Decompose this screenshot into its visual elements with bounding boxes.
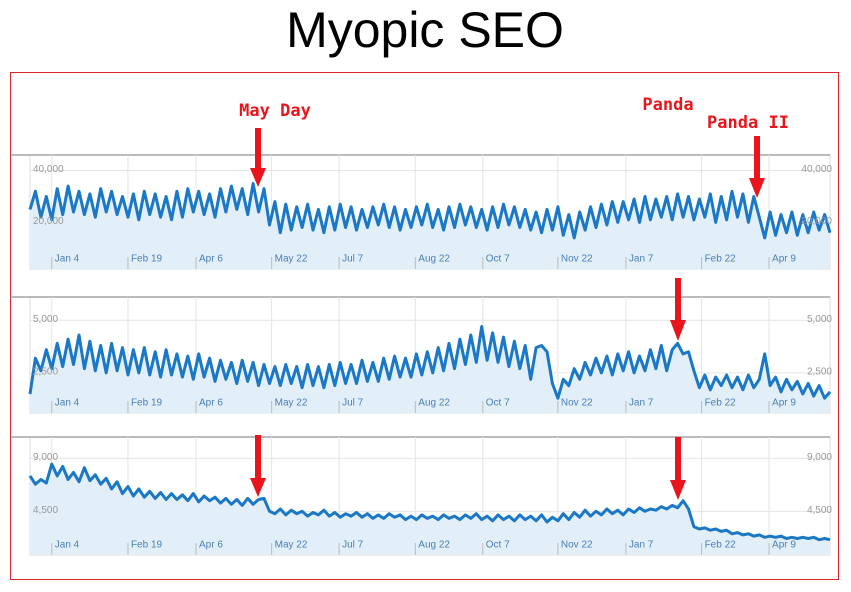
x-tick-label: Feb 22 (705, 254, 737, 265)
x-tick-label: Feb 19 (131, 254, 163, 265)
x-tick-label: May 22 (275, 398, 308, 409)
x-tick-label: Oct 7 (486, 398, 510, 409)
x-tick-label: Jan 7 (629, 540, 654, 551)
line (28, 462, 831, 542)
y-tick-label: 5,000 (33, 314, 58, 325)
x-tick-label: Apr 9 (772, 398, 796, 409)
x-tick-label: Oct 7 (486, 254, 510, 265)
y-tick-label: 20,000 (801, 216, 832, 227)
x-tick-label: May 22 (275, 254, 308, 265)
arrow-head (670, 480, 686, 500)
frame (10, 72, 839, 580)
arrows (250, 128, 765, 500)
arrow (754, 136, 760, 180)
x-tick-label: Apr 6 (199, 398, 223, 409)
area (30, 464, 830, 555)
x-tick-label: Jan 7 (629, 254, 654, 265)
x-tick-label: Feb 19 (131, 398, 163, 409)
x-tick-label: Feb 22 (705, 540, 737, 551)
y-tick-label: 2,500 (807, 367, 832, 378)
y-tick-label: 4,500 (807, 505, 832, 516)
annotation: May Day (239, 101, 311, 121)
arrow-head (749, 178, 765, 198)
x-tick-label: Feb 22 (705, 398, 737, 409)
area (30, 183, 830, 269)
y-tick-label: 40,000 (801, 164, 832, 175)
x-tick-label: Oct 7 (486, 540, 510, 551)
y-tick-label: 4,500 (33, 505, 58, 516)
x-tick-label: Apr 9 (772, 540, 796, 551)
line (28, 182, 832, 240)
y-tick-label: 2,500 (33, 367, 58, 378)
y-tick-label: 20,000 (33, 216, 64, 227)
x-tick-label: Jan 4 (55, 540, 80, 551)
x-tick-label: Nov 22 (561, 540, 593, 551)
x-tick-label: Apr 6 (199, 540, 223, 551)
x-tick-label: Nov 22 (561, 398, 593, 409)
x-tick-label: Jul 7 (342, 254, 364, 265)
x-tick-label: Apr 6 (199, 254, 223, 265)
annotations: May Day Panda Panda II (239, 95, 789, 500)
y-tick-label: 40,000 (33, 164, 64, 175)
arrow-head (670, 320, 686, 341)
arrow (675, 437, 681, 482)
x-tick-label: Aug 22 (418, 398, 450, 409)
x-tick-label: May 22 (275, 540, 308, 551)
x-tick-label: Jul 7 (342, 398, 364, 409)
area (30, 326, 830, 413)
x-tick-label: Aug 22 (418, 254, 450, 265)
annotation: Panda (642, 95, 693, 115)
y-tick-label: 9,000 (33, 452, 58, 463)
y-tick-label: 9,000 (807, 452, 832, 463)
x-tick-label: Jul 7 (342, 540, 364, 551)
annotation: Panda II (707, 113, 789, 133)
y-tick-label: 5,000 (807, 314, 832, 325)
x-tick-label: Feb 19 (131, 540, 163, 551)
arrow (255, 128, 261, 170)
x-tick-label: Aug 22 (418, 540, 450, 551)
x-tick-label: Jan 7 (629, 398, 654, 409)
arrow (675, 278, 681, 322)
arrow-head (250, 478, 266, 497)
arrow-head (250, 168, 266, 187)
slide-title: Myopic SEO (286, 2, 564, 58)
arrow (255, 435, 261, 480)
x-tick-label: Apr 9 (772, 254, 796, 265)
x-tick-label: Jan 4 (55, 398, 80, 409)
charts: 40,000 40,000 20,000 20,000 Jan 4 Feb 19 Apr 6… (10, 154, 832, 556)
line (28, 325, 832, 400)
x-tick-label: Jan 4 (55, 254, 80, 265)
x-tick-label: Nov 22 (561, 254, 593, 265)
